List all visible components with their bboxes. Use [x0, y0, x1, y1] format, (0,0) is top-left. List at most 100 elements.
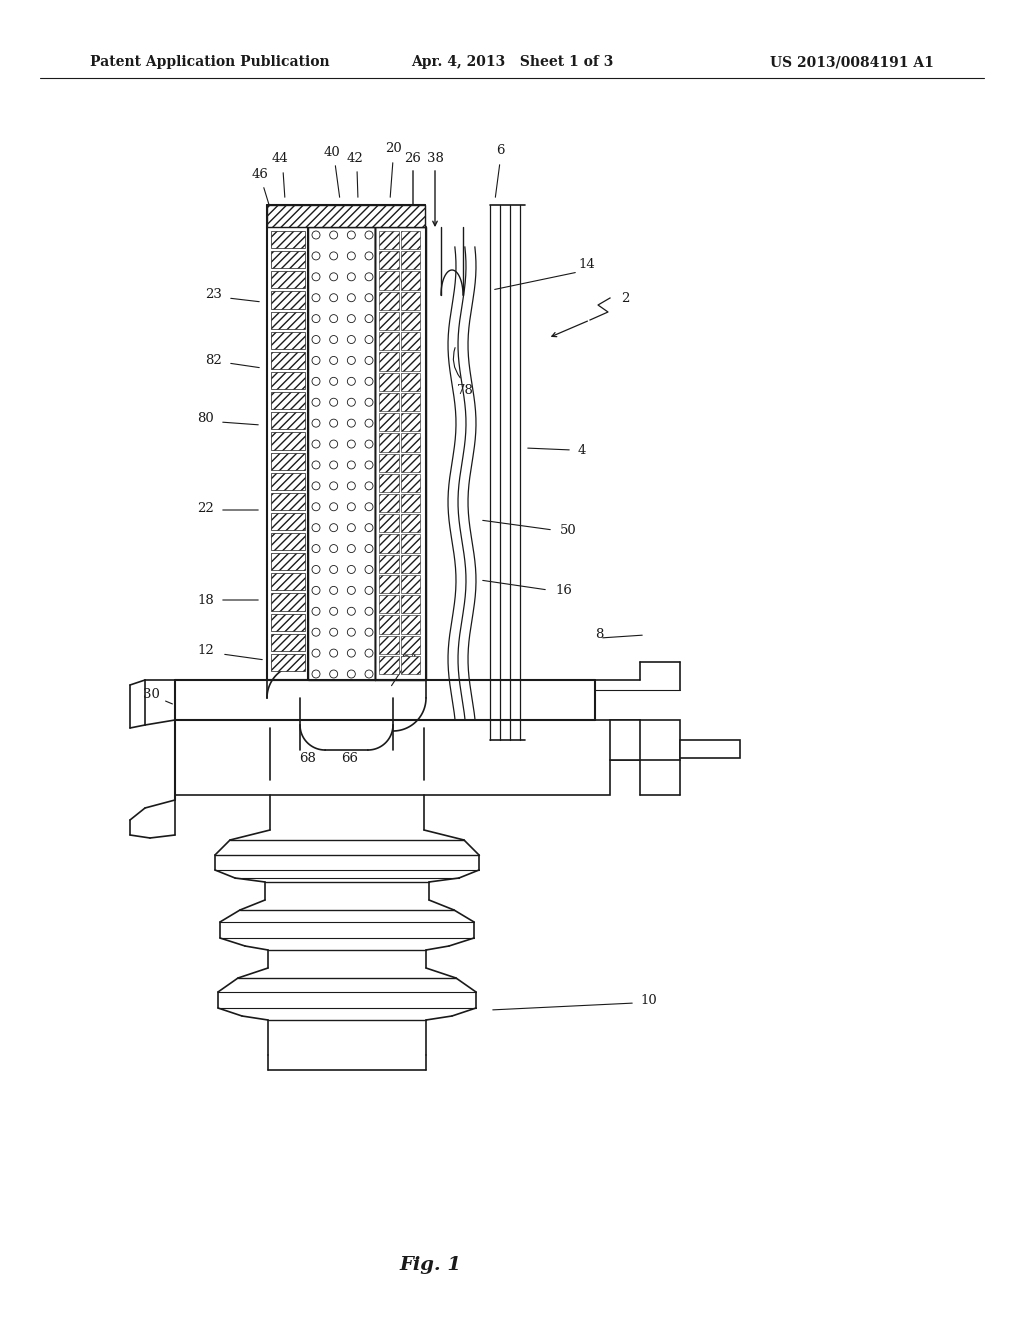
Bar [379, 433, 398, 451]
Bar [379, 393, 398, 411]
Text: 6: 6 [496, 144, 504, 157]
Bar [400, 615, 420, 634]
Text: 64: 64 [401, 652, 419, 664]
Bar [400, 494, 420, 512]
Polygon shape [175, 719, 640, 795]
Bar [271, 634, 305, 651]
Bar [271, 272, 305, 288]
Text: 66: 66 [341, 751, 358, 764]
Text: 30: 30 [143, 689, 160, 701]
Text: 10: 10 [640, 994, 656, 1006]
Text: 68: 68 [300, 751, 316, 764]
Polygon shape [680, 741, 740, 758]
Bar [400, 292, 420, 310]
Bar [271, 372, 305, 389]
Bar [271, 594, 305, 611]
Bar [400, 231, 420, 249]
Bar [271, 412, 305, 429]
Text: 20: 20 [385, 141, 401, 154]
Text: 80: 80 [198, 412, 214, 425]
Bar [400, 312, 420, 330]
Text: 50: 50 [560, 524, 577, 536]
Bar [379, 454, 398, 471]
Bar [271, 251, 305, 268]
Bar [400, 595, 420, 614]
Bar [379, 515, 398, 532]
Text: 12: 12 [198, 644, 214, 656]
Bar [400, 372, 420, 391]
Polygon shape [610, 719, 680, 760]
Text: 46: 46 [252, 169, 268, 181]
Bar [400, 333, 420, 350]
Text: 8: 8 [595, 628, 603, 642]
Bar [379, 231, 398, 249]
Text: 14: 14 [578, 259, 595, 272]
Bar [400, 413, 420, 432]
Bar [271, 533, 305, 550]
Text: Patent Application Publication: Patent Application Publication [90, 55, 330, 69]
Bar [379, 372, 398, 391]
Bar [271, 513, 305, 531]
Bar [379, 535, 398, 553]
Bar [379, 333, 398, 350]
Bar [400, 251, 420, 269]
Bar [271, 231, 305, 248]
Text: 78: 78 [457, 384, 473, 396]
Bar [379, 615, 398, 634]
Bar [400, 535, 420, 553]
Bar [271, 392, 305, 409]
Bar [271, 352, 305, 370]
Text: 2: 2 [621, 292, 629, 305]
Bar [271, 492, 305, 510]
Bar [379, 474, 398, 492]
Text: 40: 40 [324, 145, 340, 158]
Bar [379, 595, 398, 614]
Bar [379, 413, 398, 432]
Bar [271, 331, 305, 348]
Text: 23: 23 [205, 289, 222, 301]
Text: 82: 82 [205, 354, 222, 367]
Bar [400, 474, 420, 492]
Bar [400, 576, 420, 593]
Bar [379, 656, 398, 675]
Text: 42: 42 [347, 152, 364, 165]
Bar [400, 454, 420, 471]
Bar [271, 292, 305, 309]
Text: Fig. 1: Fig. 1 [399, 1257, 461, 1274]
Bar [308, 227, 375, 680]
Text: 22: 22 [198, 502, 214, 515]
Bar [271, 653, 305, 671]
Bar [271, 453, 305, 470]
Bar [400, 433, 420, 451]
Text: 16: 16 [555, 583, 571, 597]
Bar [379, 635, 398, 653]
Bar [271, 433, 305, 450]
Bar [271, 473, 305, 490]
Bar [400, 554, 420, 573]
Text: 4: 4 [578, 444, 587, 457]
Bar [375, 227, 426, 680]
Bar [379, 292, 398, 310]
Bar [271, 312, 305, 329]
Text: 18: 18 [198, 594, 214, 606]
Bar [271, 573, 305, 590]
Bar [379, 352, 398, 371]
Text: 26: 26 [404, 152, 422, 165]
Bar [271, 553, 305, 570]
Bar [379, 272, 398, 289]
Bar [267, 205, 425, 227]
Bar [379, 576, 398, 593]
Bar [379, 251, 398, 269]
Bar [271, 614, 305, 631]
Text: 38: 38 [427, 152, 443, 165]
Bar [400, 656, 420, 675]
Bar [379, 312, 398, 330]
Text: US 2013/0084191 A1: US 2013/0084191 A1 [770, 55, 934, 69]
Bar [400, 635, 420, 653]
Bar [379, 494, 398, 512]
Text: 44: 44 [271, 152, 289, 165]
Bar [267, 227, 308, 680]
Text: Apr. 4, 2013   Sheet 1 of 3: Apr. 4, 2013 Sheet 1 of 3 [411, 55, 613, 69]
Bar [379, 554, 398, 573]
Bar [400, 352, 420, 371]
